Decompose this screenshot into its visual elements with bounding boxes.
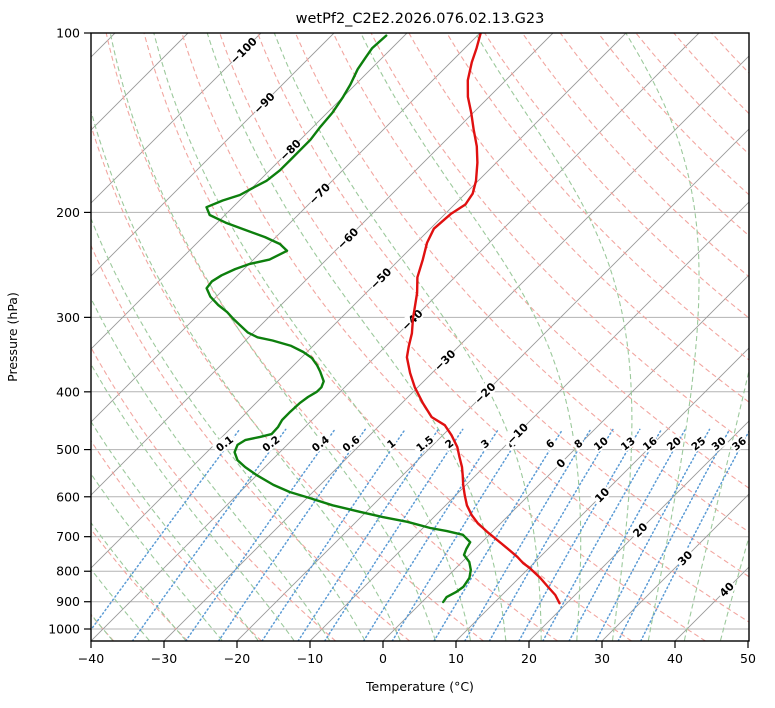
y-tick-label: 800 [56, 564, 80, 579]
x-tick-label: 40 [667, 651, 683, 666]
svg-text:−60: −60 [335, 225, 362, 252]
svg-text:40: 40 [717, 579, 737, 599]
y-tick-label: 200 [56, 205, 80, 220]
y-tick-label: 500 [56, 442, 80, 457]
svg-text:−100: −100 [228, 35, 260, 67]
dewpoint-curve [205, 34, 472, 604]
x-tick-label: 10 [448, 651, 464, 666]
moist-adiabat-lines [91, 33, 749, 641]
svg-text:16: 16 [641, 435, 660, 453]
mixing-ratio-labels: 0.10.20.40.611.52346810131620253036 [211, 431, 749, 455]
pressure-gridlines [91, 33, 749, 630]
x-tick-label: −20 [224, 651, 250, 666]
plot-border [90, 32, 750, 642]
svg-text:10: 10 [592, 485, 612, 505]
y-tick-label: 300 [56, 310, 80, 325]
sounding-profiles [205, 33, 561, 605]
temperature-curve [405, 33, 561, 605]
plot-layers: 0.10.20.40.611.52346810131620253036−100−… [48, 26, 756, 667]
x-tick-label: 50 [740, 651, 756, 666]
x-tick-label: 0 [379, 651, 387, 666]
y-tick-label: 400 [56, 384, 80, 399]
x-tick-label: 20 [521, 651, 537, 666]
x-tick-label: 30 [594, 651, 610, 666]
x-axis-label: Temperature (°C) [365, 679, 474, 694]
svg-text:−20: −20 [472, 380, 499, 407]
mixing-ratio-lines [91, 428, 749, 641]
y-tick-label: 700 [56, 529, 80, 544]
svg-text:−50: −50 [368, 265, 395, 292]
x-tick-label: −10 [297, 651, 323, 666]
svg-text:−70: −70 [306, 180, 333, 207]
clipped-layers: 0.10.20.40.611.52346810131620253036 −100 −… [91, 33, 749, 641]
chart-title: wetPf2_C2E2.2026.076.02.13.G23 [296, 11, 545, 27]
y-tick-label: 900 [56, 594, 80, 609]
y-tick-label: 1000 [48, 622, 80, 637]
dry-adiabat-lines [91, 33, 749, 641]
svg-text:−10: −10 [504, 420, 531, 447]
svg-text:−30: −30 [432, 347, 459, 374]
svg-text:30: 30 [710, 435, 729, 453]
svg-text:−90: −90 [251, 90, 278, 117]
y-axis-label: Pressure (hPa) [5, 292, 20, 382]
y-tick-label: 600 [56, 489, 80, 504]
isotherm-lines [91, 33, 749, 641]
x-tick-label: −30 [151, 651, 177, 666]
y-tick-label: 100 [56, 26, 80, 41]
svg-text:13: 13 [619, 435, 638, 453]
x-tick-label: −40 [78, 651, 104, 666]
